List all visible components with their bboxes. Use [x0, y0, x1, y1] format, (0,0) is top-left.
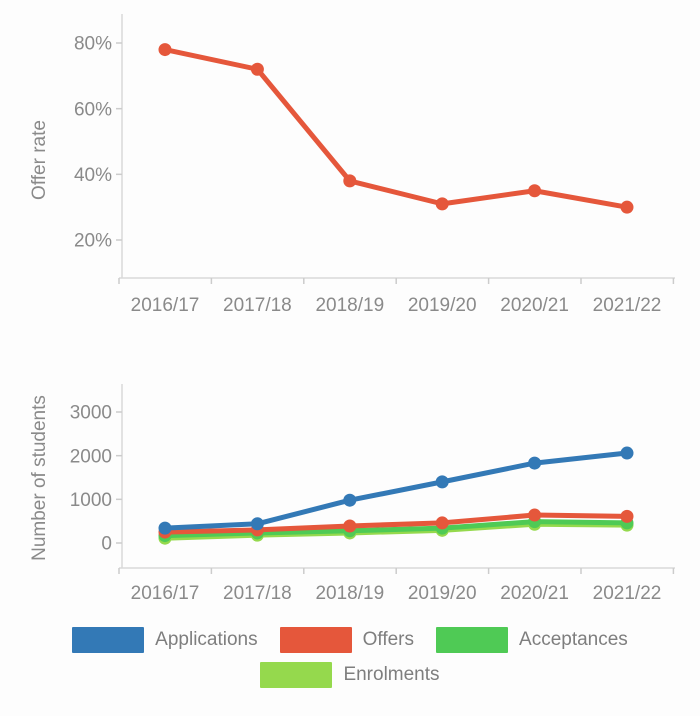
chart-legend: Applications Offers Acceptances Enrolments — [0, 627, 700, 688]
applications-point — [343, 493, 357, 507]
legend-label: Enrolments — [343, 664, 440, 685]
legend-label: Applications — [155, 629, 258, 650]
offer-rate-point — [435, 197, 449, 211]
enrolments-swatch-icon — [260, 662, 333, 688]
x-tick-label: 2018/19 — [315, 295, 384, 316]
offer-rate-chart: 80% 60% 40% 20% 2016/17 2017/18 2018/19 2019/20… — [29, 14, 675, 316]
offer-rate-point — [620, 200, 634, 214]
x-tick-label: 2017/18 — [223, 295, 292, 316]
acceptances-line — [162, 519, 630, 539]
number-of-students-chart: 3000 2000 1000 0 2016/17 2017/18 2018/19 2019/2… — [29, 384, 675, 604]
legend-item-applications: Applications — [72, 627, 258, 653]
offers-point — [343, 519, 357, 533]
legend-item-acceptances: Acceptances — [436, 627, 628, 653]
y-tick-label: 1000 — [70, 490, 112, 511]
legend-row: Enrolments — [260, 662, 440, 688]
y-tick-label: 2000 — [70, 446, 112, 467]
x-tick-label: 2021/22 — [593, 295, 662, 316]
y-tick-label: 80% — [74, 34, 112, 55]
acceptances-swatch-icon — [436, 627, 509, 653]
y-tick-label: 40% — [74, 165, 112, 186]
offers-swatch-icon — [279, 627, 352, 653]
applications-swatch-icon — [72, 627, 145, 653]
y-tick-label: 0 — [101, 534, 112, 555]
y-tick-label: 3000 — [70, 403, 112, 424]
x-tick-label: 2021/22 — [593, 583, 662, 604]
legend-label: Offers — [362, 629, 415, 650]
offer-rate-point — [158, 43, 172, 57]
offer-rate-point — [528, 184, 542, 198]
x-tick-label: 2019/20 — [408, 583, 477, 604]
y-tick-label: 20% — [74, 231, 112, 252]
x-tick-label: 2016/17 — [131, 583, 200, 604]
x-tick-label: 2017/18 — [223, 583, 292, 604]
legend-item-offers: Offers — [279, 627, 415, 653]
offers-line — [162, 512, 630, 535]
offers-point — [528, 508, 542, 522]
x-tick-label: 2020/21 — [500, 583, 569, 604]
x-tick-label: 2018/19 — [315, 583, 384, 604]
applications-point — [250, 517, 264, 531]
x-tick-label: 2016/17 — [131, 295, 200, 316]
offer-rate-line — [162, 47, 630, 210]
applications-line — [162, 450, 630, 531]
applications-point — [158, 521, 172, 535]
offer-rate-point — [343, 174, 357, 188]
applications-point — [435, 475, 449, 489]
y-tick-label: 60% — [74, 99, 112, 120]
x-tick-label: 2020/21 — [500, 295, 569, 316]
x-tick-label: 2019/20 — [408, 295, 477, 316]
y-axis-title: Offer rate — [29, 120, 50, 200]
legend-label: Acceptances — [519, 629, 628, 650]
offer-rate-point — [250, 62, 264, 76]
offers-point — [620, 509, 634, 523]
legend-item-enrolments: Enrolments — [260, 662, 440, 688]
offers-point — [435, 516, 449, 530]
legend-row: Applications Offers Acceptances — [72, 627, 628, 653]
applications-point — [528, 456, 542, 470]
y-axis-title: Number of students — [29, 395, 50, 561]
applications-point — [620, 446, 634, 460]
